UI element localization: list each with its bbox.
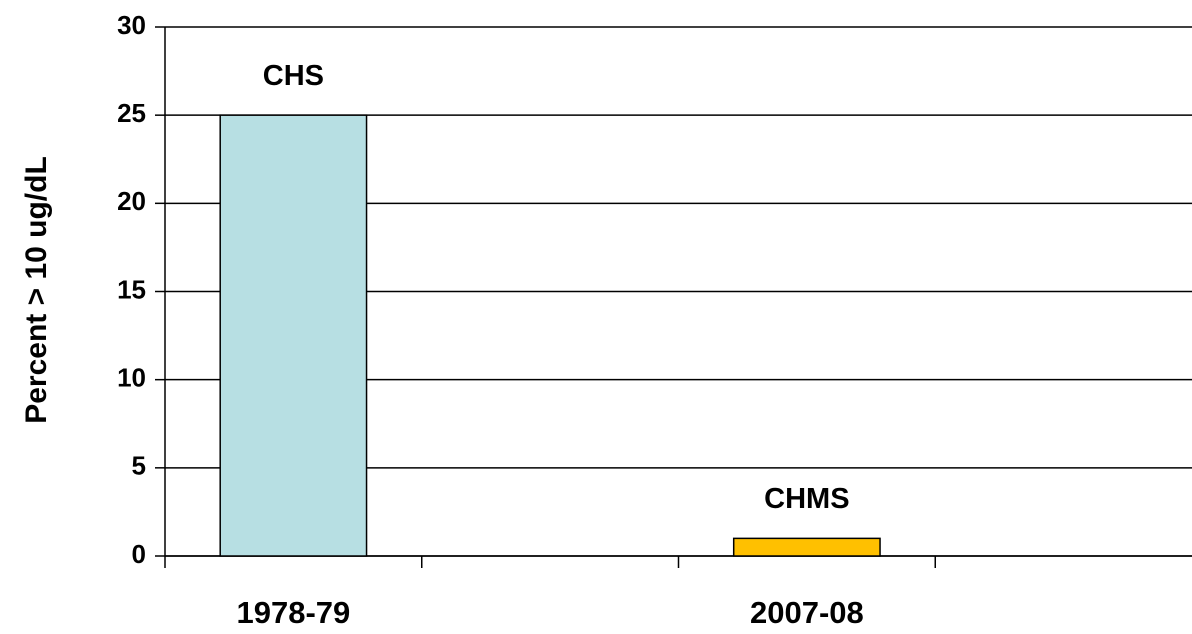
y-tick-label: 20 [117, 186, 146, 216]
bar-label: CHMS [764, 483, 849, 515]
y-tick-label: 0 [132, 539, 146, 569]
bar-label: CHS [263, 60, 324, 92]
x-tick-label: 2007-08 [750, 595, 864, 630]
y-tick-label: 30 [117, 10, 146, 40]
bar [219, 114, 368, 557]
bar [732, 537, 881, 557]
y-tick-label: 10 [117, 363, 146, 393]
y-tick-label: 15 [117, 274, 146, 304]
y-axis-label: Percent > 10 ug/dL [20, 156, 53, 424]
x-tick-label: 1978-79 [236, 595, 350, 630]
y-tick-label: 5 [132, 451, 146, 481]
y-tick-label: 25 [117, 98, 146, 128]
